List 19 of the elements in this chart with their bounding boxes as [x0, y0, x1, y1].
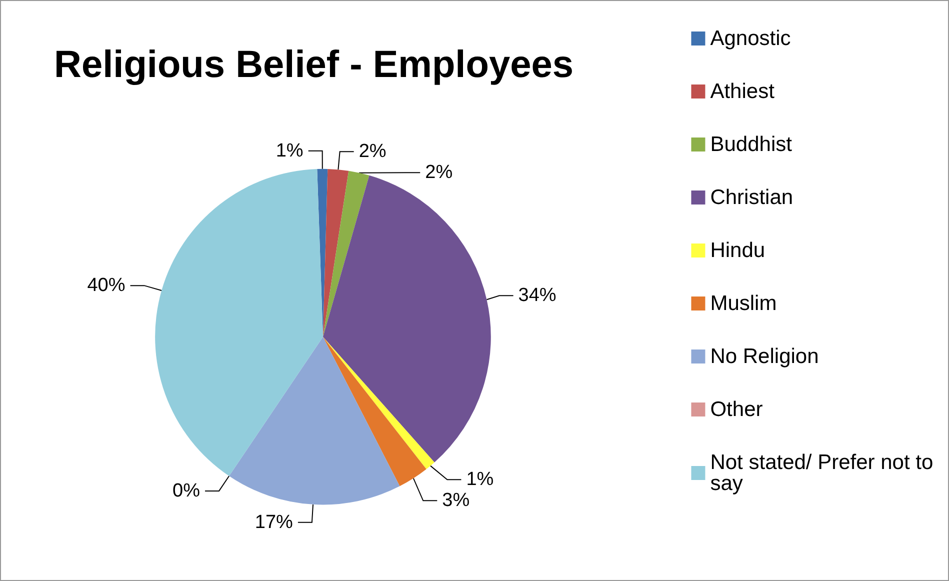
- legend-label: Christian: [710, 186, 794, 209]
- legend-label: Buddhist: [710, 133, 792, 156]
- legend-label: Hindu: [710, 239, 766, 262]
- data-label: 3%: [442, 490, 470, 512]
- legend-label: Not stated/ Prefer not to say: [710, 451, 940, 495]
- legend-label: No Religion: [710, 345, 819, 368]
- legend-label: Agnostic: [710, 27, 791, 50]
- legend-label: Muslim: [710, 292, 777, 315]
- data-label: 1%: [276, 140, 304, 162]
- data-label: 2%: [358, 141, 386, 162]
- legend-label: Other: [710, 398, 763, 421]
- data-label: 2%: [425, 162, 453, 184]
- text: 0%: [172, 480, 200, 502]
- data-label: 1%: [466, 469, 494, 490]
- legend-label: Athiest: [710, 80, 775, 103]
- chart-title: Religious Belief - Employees: [54, 44, 574, 86]
- data-label: 40%: [87, 275, 126, 296]
- data-label: 34%: [518, 285, 556, 306]
- data-label: 17%: [254, 512, 294, 533]
